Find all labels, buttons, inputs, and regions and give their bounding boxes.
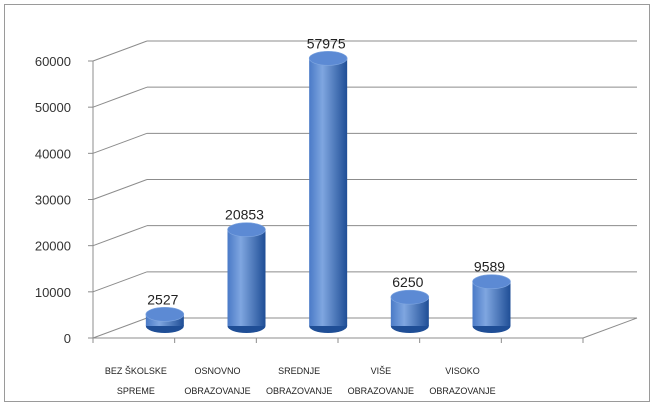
bar-body — [472, 281, 511, 326]
gridline-side-10000 — [92, 271, 148, 293]
bar-body — [227, 229, 266, 326]
category-label: SREDNJE — [278, 366, 320, 376]
bar-top — [390, 289, 430, 305]
bar-4 — [472, 274, 511, 333]
gridline-side-0 — [92, 317, 148, 339]
bar-top — [227, 222, 266, 238]
floor-right-edge — [582, 317, 638, 339]
bar-1 — [227, 222, 266, 333]
gridline-side-60000 — [92, 40, 148, 62]
category-label: VISOKO — [445, 366, 480, 376]
bars — [145, 51, 511, 333]
category-label: BEZ ŠKOLSKE — [105, 366, 167, 376]
category-label: OBRAZOVANJE — [266, 386, 332, 396]
category-label: OBRAZOVANJE — [429, 386, 495, 396]
y-tick-label: 50000 — [35, 100, 71, 115]
category-label: OBRAZOVANJE — [348, 386, 414, 396]
bar-top — [308, 51, 348, 66]
y-tick-label: 30000 — [35, 193, 71, 208]
axes — [88, 60, 638, 343]
bar-top — [472, 274, 511, 290]
bar-3 — [390, 289, 430, 333]
bar-body — [309, 58, 348, 326]
gridline-side-20000 — [92, 225, 148, 247]
bar-chart: 0 10000 20000 30000 40000 50000 60000 2527 BEZ Š… — [35, 35, 638, 396]
bar-2 — [308, 51, 348, 333]
gridline-side-40000 — [92, 132, 148, 154]
data-label: 6250 — [392, 274, 423, 290]
category-label: OBRAZOVANJE — [184, 386, 250, 396]
gridline-side-30000 — [92, 179, 148, 200]
labels: 0 10000 20000 30000 40000 50000 60000 2527 BEZ Š… — [35, 35, 505, 396]
data-label: 2527 — [147, 291, 178, 307]
y-tick-label: 20000 — [35, 239, 71, 254]
chart-frame: 0 10000 20000 30000 40000 50000 60000 2527 BEZ Š… — [4, 4, 650, 402]
y-tick-label: 40000 — [35, 146, 71, 161]
y-tick-label: 0 — [64, 331, 71, 346]
category-label: SPREME — [117, 386, 155, 396]
y-tick-label: 10000 — [35, 285, 71, 300]
y-tick-label: 60000 — [35, 54, 71, 69]
bar-top — [145, 307, 185, 322]
category-label: VIŠE — [371, 366, 392, 376]
data-label: 57975 — [307, 35, 346, 51]
category-label: OSNOVNO — [194, 366, 240, 376]
data-label: 9589 — [474, 259, 505, 275]
data-label: 20853 — [225, 207, 264, 223]
gridline-side-50000 — [92, 86, 148, 108]
bar-0 — [145, 307, 185, 333]
